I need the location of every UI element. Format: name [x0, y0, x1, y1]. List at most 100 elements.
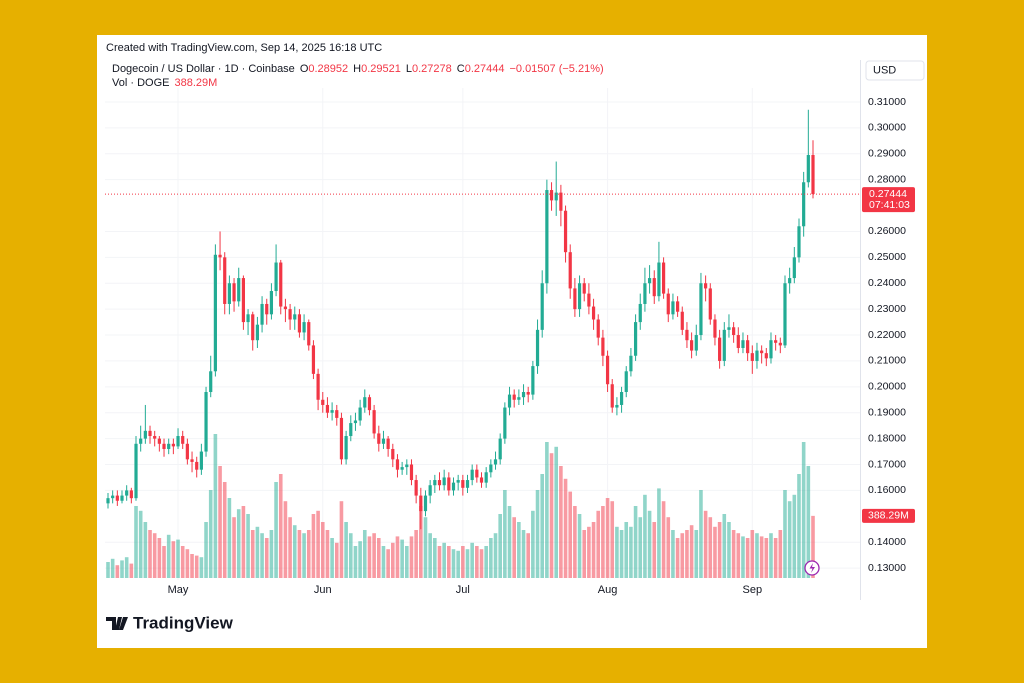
volume-bar — [797, 474, 801, 578]
candle-body — [255, 324, 260, 341]
candle-body — [106, 498, 110, 504]
candle-body — [428, 485, 432, 496]
candle-body — [479, 477, 484, 483]
volume-bar — [559, 466, 563, 578]
volume-bar — [764, 538, 769, 578]
candle-body — [643, 283, 647, 304]
x-tick-label: Jun — [314, 584, 332, 596]
candle-body — [349, 423, 353, 437]
y-tick-label: 0.16000 — [868, 484, 906, 496]
candle-body — [311, 345, 316, 374]
volume-bar — [470, 542, 474, 578]
volume-bar — [334, 542, 339, 578]
volume-bar — [306, 530, 311, 578]
volume-bar — [605, 498, 610, 578]
candle-body — [657, 262, 661, 297]
volume-bar — [783, 490, 787, 578]
candle-body — [554, 192, 558, 201]
y-tick-label: 0.30000 — [868, 122, 906, 134]
volume-bar — [320, 522, 325, 578]
volume-bar — [461, 546, 465, 578]
candle-body — [596, 319, 600, 338]
candle-body — [601, 337, 605, 356]
volume-bar — [381, 546, 386, 578]
candle-body — [386, 438, 390, 449]
volume-bar — [498, 514, 502, 578]
candle-body — [437, 480, 442, 486]
currency-box — [865, 60, 925, 81]
volume-bar — [400, 539, 404, 578]
candle-body — [563, 210, 568, 253]
candle-body — [461, 480, 465, 488]
volume-bar — [222, 482, 227, 578]
candle-body — [661, 262, 666, 294]
volume-bar — [442, 542, 446, 578]
volume-bar — [675, 538, 680, 578]
candle-body — [199, 451, 203, 470]
candle-body — [232, 283, 236, 302]
candle-body — [153, 436, 157, 439]
candle-body — [297, 314, 302, 333]
volume-bar — [633, 506, 638, 578]
volume-bar — [545, 442, 549, 578]
candle-body — [125, 490, 129, 496]
candle-body — [568, 252, 572, 289]
candle-body — [736, 335, 740, 348]
candle-body — [540, 283, 544, 330]
volume-bar — [652, 522, 657, 578]
candle-body — [246, 314, 250, 323]
candle-body — [176, 436, 180, 447]
volume-bar — [647, 510, 652, 578]
volume-bar — [255, 526, 260, 578]
volume-bar — [367, 536, 372, 578]
volume-bar — [671, 530, 675, 578]
volume-bar — [232, 517, 236, 578]
volume-bar — [699, 490, 703, 578]
volume-bar — [750, 530, 755, 578]
y-tick-label: 0.21000 — [868, 355, 906, 367]
change: −0.01507 (−5.21%) — [509, 63, 603, 75]
candle-body — [321, 399, 325, 405]
volume-bar — [713, 526, 717, 578]
logo-mark — [106, 617, 128, 630]
candle-body — [732, 327, 736, 336]
volume-bar — [787, 501, 792, 578]
candle-body — [778, 342, 782, 346]
plot: 0.13000 0.14000 0.16000 0.17000 0.18000 0.190… — [105, 88, 906, 596]
volume-bar — [591, 522, 596, 578]
volume-bar — [391, 542, 395, 578]
volume-bar — [110, 558, 115, 578]
volume-bar — [288, 517, 292, 578]
volume-bar — [152, 533, 157, 578]
volume-bar — [176, 539, 180, 578]
candle-body — [171, 443, 175, 447]
candle-body — [676, 301, 680, 312]
candle-body — [690, 340, 694, 351]
candle-body — [680, 311, 684, 330]
volume-bar — [517, 522, 521, 578]
brand: TradingView — [133, 613, 234, 632]
volume-bar — [489, 538, 493, 578]
brand-logo: TradingView — [106, 613, 234, 632]
candle-body — [134, 443, 138, 499]
volume-bar — [680, 533, 685, 578]
volume-bar — [512, 517, 516, 578]
candle-body — [722, 329, 726, 361]
candle-body — [806, 155, 810, 183]
y-tick-label: 0.14000 — [868, 536, 906, 548]
volume-bar — [535, 490, 540, 578]
candle-body — [694, 335, 698, 351]
volume-bar — [745, 538, 750, 578]
candle-body — [619, 392, 624, 405]
volume-bar — [736, 533, 741, 578]
volume-bar — [278, 474, 283, 578]
volume-bar — [708, 517, 713, 578]
volume-bar — [157, 538, 162, 578]
volume-bar — [666, 517, 671, 578]
candle-body — [792, 257, 796, 279]
candle-body — [195, 461, 199, 470]
candle-body — [489, 464, 493, 473]
candle-body — [638, 303, 642, 323]
volume-bar — [428, 533, 432, 578]
volume-bar — [325, 530, 330, 578]
